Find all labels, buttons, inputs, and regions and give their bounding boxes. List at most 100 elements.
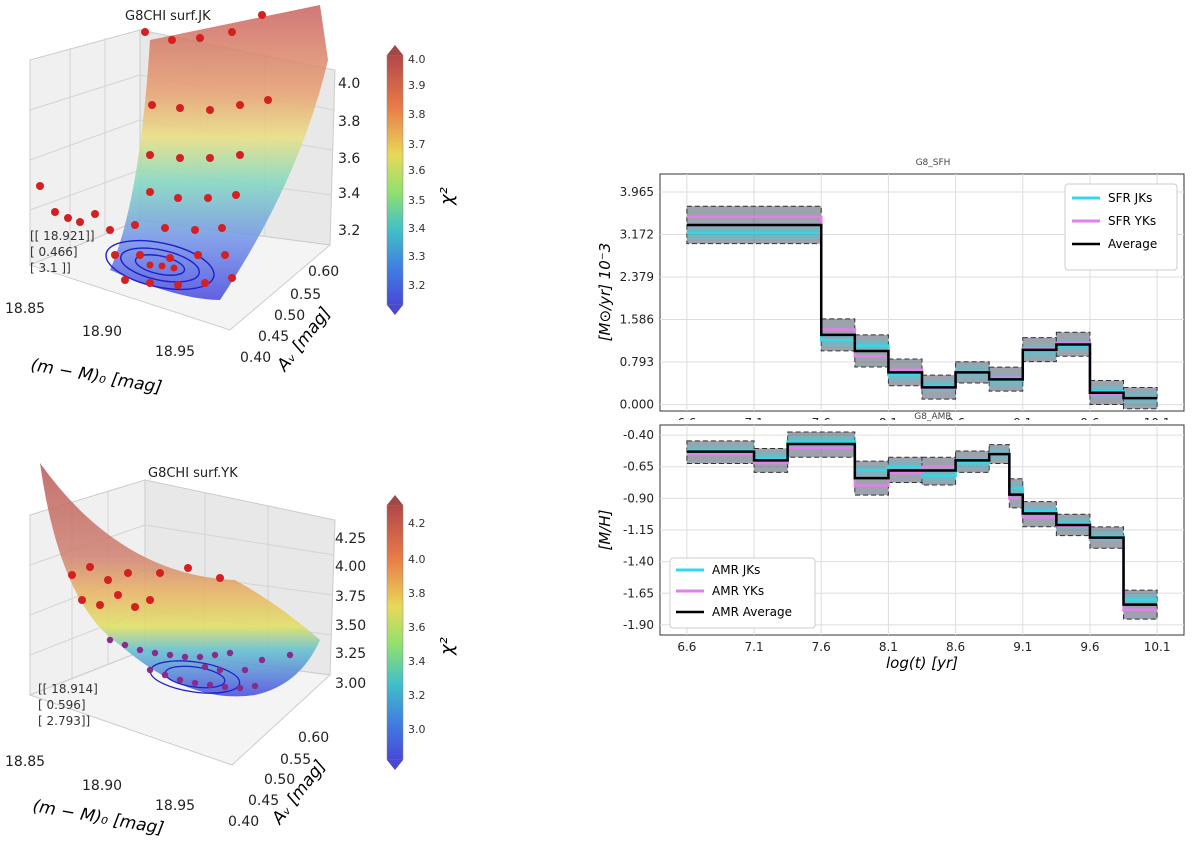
svg-text:0.45: 0.45: [258, 329, 289, 345]
x-tick-label: 6.6: [677, 640, 696, 654]
svg-text:3.4: 3.4: [338, 186, 360, 202]
svg-text:3.4: 3.4: [408, 222, 426, 235]
contour-ellipses: [105, 239, 215, 291]
colorbar-label: χ²: [437, 637, 458, 656]
y-tick-label: 3.172: [620, 227, 654, 241]
legend-label-amr-yk: AMR YKs: [712, 584, 764, 598]
svg-text:4.0: 4.0: [408, 53, 426, 66]
x-ticks: 18.85 18.90 18.95: [5, 754, 195, 814]
colorbar-ticks: 4.2 4.0 3.8 3.6 3.4 3.2 3.0: [408, 517, 426, 736]
y-tick-label: -1.15: [623, 523, 654, 537]
svg-text:3.2: 3.2: [338, 223, 360, 239]
x-tick-label: 10.1: [1144, 416, 1171, 420]
svg-text:18.95: 18.95: [155, 798, 195, 814]
chi2-points: [36, 11, 272, 289]
y-tick-label: 0.000: [620, 398, 654, 412]
z-ticks: 4.0 3.8 3.6 3.4 3.2: [338, 76, 360, 239]
svg-text:3.75: 3.75: [335, 589, 366, 605]
svg-text:0.40: 0.40: [228, 814, 259, 830]
x-axis-label: log(t) [yr]: [886, 654, 958, 672]
svg-text:[ 2.793]]: [ 2.793]]: [38, 714, 90, 728]
best-fit-text: [[ 18.921]] [ 0.466] [ 3.1 ]]: [30, 229, 95, 275]
y-tick-label: 0.793: [620, 355, 654, 369]
y-tick-labels: -0.40 -0.65 -0.90 -1.15 -1.40 -1.65 -1.90: [623, 428, 654, 632]
svg-text:3.25: 3.25: [335, 646, 366, 662]
x-axis-label: (m − M)₀ [mag]: [31, 796, 165, 839]
x-axis-label: (m − M)₀ [mag]: [29, 355, 163, 398]
svg-text:18.95: 18.95: [155, 344, 195, 360]
x-tick-label: 10.1: [1144, 640, 1171, 654]
y-axis-label: [M/H]: [596, 509, 614, 550]
svg-text:3.2: 3.2: [408, 279, 426, 292]
x-tick-label: 8.6: [946, 640, 965, 654]
x-tick-label: 6.6: [677, 416, 696, 420]
chart-title: G8_AMR: [914, 412, 951, 422]
y-tick-label: -0.90: [623, 491, 654, 505]
y-tick-label: -0.40: [623, 428, 654, 442]
svg-text:18.85: 18.85: [5, 301, 45, 317]
svg-text:4.00: 4.00: [335, 559, 366, 575]
svg-text:4.0: 4.0: [338, 76, 360, 92]
x-tick-label: 9.1: [1013, 416, 1032, 420]
svg-text:3.8: 3.8: [408, 108, 426, 121]
y-tick-label: -1.65: [623, 586, 654, 600]
chi2-points-low: [106, 636, 294, 692]
legend-label-sfr-jk: SFR JKs: [1108, 191, 1152, 205]
svg-text:4.0: 4.0: [408, 553, 426, 566]
chart-title: G8_SFH: [916, 158, 951, 168]
series-lines: [686, 215, 1158, 400]
surface-plot-yk: G8CHI surf.YK [[ 18.914] [ 0.596] [ 2.79…: [5, 463, 458, 839]
svg-text:3.00: 3.00: [335, 676, 366, 692]
colorbar: [386, 54, 404, 306]
surface-plot-jk: G8CHI surf.JK [[ 18.921]] [ 0.466] [ 3.1…: [5, 5, 458, 398]
svg-text:3.8: 3.8: [338, 114, 360, 130]
x-tick-label: 8.1: [879, 640, 898, 654]
y-tick-label: 2.379: [620, 270, 654, 284]
x-ticks: 18.85 18.90 18.95: [5, 301, 195, 360]
svg-text:3.9: 3.9: [408, 79, 426, 92]
y-tick-label: -0.65: [623, 460, 654, 474]
x-tick-label: 7.6: [812, 640, 831, 654]
svg-text:[[ 18.914]: [[ 18.914]: [38, 682, 98, 696]
svg-text:[[ 18.921]]: [[ 18.921]]: [30, 229, 95, 243]
svg-text:3.0: 3.0: [408, 723, 426, 736]
svg-text:0.50: 0.50: [264, 772, 295, 788]
colorbar-ticks: 4.0 3.9 3.8 3.7 3.6 3.5 3.4 3.3 3.2: [408, 53, 426, 292]
series-jk-line: [686, 440, 1158, 601]
svg-text:0.55: 0.55: [290, 287, 321, 303]
svg-text:3.7: 3.7: [408, 138, 426, 151]
colorbar: [386, 504, 404, 761]
y-tick-label: -1.40: [623, 555, 654, 569]
svg-text:18.85: 18.85: [5, 754, 45, 770]
y-tick-label: -1.90: [623, 618, 654, 632]
x-tick-label: 7.6: [812, 416, 831, 420]
legend-label-average: Average: [1108, 237, 1157, 251]
svg-text:0.55: 0.55: [280, 752, 311, 768]
legend-label-amr-jk: AMR JKs: [712, 563, 760, 577]
colorbar-label: χ²: [437, 187, 458, 206]
sfh-chart: G8_SFH 0.000 0.793 1.586 2.379 3.172 3.965 6.…: [596, 158, 1185, 420]
best-fit-text: [[ 18.914] [ 0.596] [ 2.793]]: [38, 682, 98, 728]
amr-chart: G8_AMR -0.40 -0.65 -0.90 -1.15 -1.40 -1.65 -1.…: [596, 412, 1185, 672]
legend: SFR JKs SFR YKs Average: [1064, 183, 1178, 271]
y-ticks: 0.60 0.55 0.50 0.45 0.40: [240, 264, 339, 366]
svg-text:3.6: 3.6: [408, 164, 426, 177]
x-tick-labels: 6.6 7.1 7.6 8.1 8.6 9.1 9.6 10.1: [677, 416, 1170, 420]
x-tick-label: 8.6: [946, 416, 965, 420]
svg-text:0.45: 0.45: [248, 793, 279, 809]
chi2-surface: [40, 463, 320, 697]
svg-text:4.25: 4.25: [335, 531, 366, 547]
svg-text:0.60: 0.60: [308, 264, 339, 280]
y-tick-label: 1.586: [620, 313, 654, 327]
x-tick-label: 8.1: [879, 416, 898, 420]
x-tick-label: 7.1: [745, 640, 764, 654]
svg-text:[ 0.596]: [ 0.596]: [38, 698, 86, 712]
svg-text:[ 3.1 ]]: [ 3.1 ]]: [30, 261, 71, 275]
legend-label-sfr-yk: SFR YKs: [1108, 214, 1156, 228]
y-ticks: 0.60 0.55 0.50 0.45 0.40: [228, 730, 329, 830]
x-tick-label: 9.1: [1013, 640, 1032, 654]
x-tick-label: 7.1: [745, 416, 764, 420]
svg-text:3.8: 3.8: [408, 587, 426, 600]
svg-text:3.3: 3.3: [408, 250, 426, 263]
svg-text:18.90: 18.90: [82, 778, 122, 794]
